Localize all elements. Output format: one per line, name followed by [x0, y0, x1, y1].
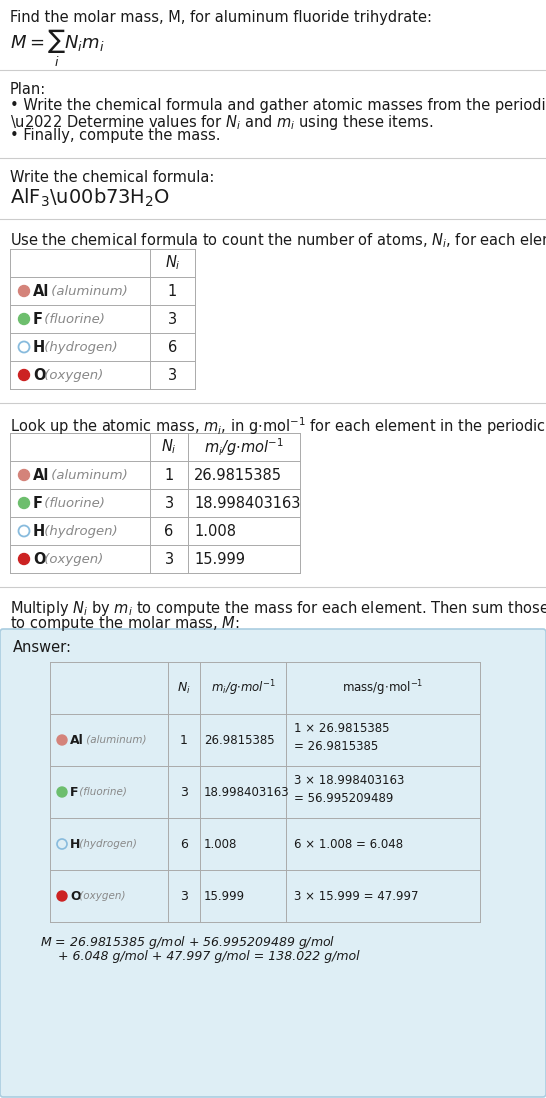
Text: 1 × 26.9815385: 1 × 26.9815385	[294, 722, 389, 735]
Text: H: H	[70, 838, 80, 851]
Text: \u2022 Determine values for $N_i$ and $m_i$ using these items.: \u2022 Determine values for $N_i$ and $m…	[10, 113, 434, 132]
Circle shape	[19, 497, 29, 508]
Text: 3: 3	[164, 551, 174, 567]
Text: Al: Al	[33, 283, 49, 299]
Text: (hydrogen): (hydrogen)	[40, 340, 118, 354]
FancyBboxPatch shape	[0, 629, 546, 1097]
Text: 1: 1	[164, 468, 174, 482]
Text: 18.998403163: 18.998403163	[194, 495, 300, 511]
Text: $N_i$: $N_i$	[177, 681, 191, 695]
Text: Use the chemical formula to count the number of atoms, $N_i$, for each element:: Use the chemical formula to count the nu…	[10, 231, 546, 249]
Text: (oxygen): (oxygen)	[76, 890, 126, 901]
Text: 3: 3	[180, 889, 188, 903]
Text: (fluorine): (fluorine)	[40, 496, 105, 509]
Text: (hydrogen): (hydrogen)	[40, 525, 118, 538]
Text: AlF$_3$\u00b73H$_2$O: AlF$_3$\u00b73H$_2$O	[10, 187, 170, 210]
Text: 3 × 15.999 = 47.997: 3 × 15.999 = 47.997	[294, 889, 418, 903]
Text: 6: 6	[164, 524, 174, 538]
Text: Al: Al	[70, 733, 84, 747]
Text: to compute the molar mass, $M$:: to compute the molar mass, $M$:	[10, 614, 240, 634]
Text: (aluminum): (aluminum)	[48, 469, 128, 482]
Text: 3: 3	[168, 368, 177, 382]
Text: 1.008: 1.008	[194, 524, 236, 538]
Text: (aluminum): (aluminum)	[83, 735, 146, 746]
Circle shape	[19, 314, 29, 325]
Circle shape	[19, 285, 29, 296]
Text: 3: 3	[180, 785, 188, 798]
Text: 26.9815385: 26.9815385	[204, 733, 275, 747]
Text: 18.998403163: 18.998403163	[204, 785, 289, 798]
Text: F: F	[33, 312, 43, 326]
Text: 3 × 18.998403163: 3 × 18.998403163	[294, 774, 405, 787]
Circle shape	[19, 370, 29, 381]
Text: Answer:: Answer:	[13, 640, 72, 656]
Text: Find the molar mass, M, for aluminum fluoride trihydrate:: Find the molar mass, M, for aluminum flu…	[10, 10, 432, 25]
Text: (aluminum): (aluminum)	[48, 284, 128, 298]
Text: $N_i$: $N_i$	[161, 438, 177, 457]
Text: 3: 3	[164, 495, 174, 511]
Text: mass/g$\cdot$mol$^{-1}$: mass/g$\cdot$mol$^{-1}$	[342, 679, 424, 698]
Text: $m_i$/g$\cdot$mol$^{-1}$: $m_i$/g$\cdot$mol$^{-1}$	[211, 679, 275, 698]
Text: (hydrogen): (hydrogen)	[76, 839, 138, 849]
Text: (fluorine): (fluorine)	[76, 787, 127, 797]
Text: Multiply $N_i$ by $m_i$ to compute the mass for each element. Then sum those val: Multiply $N_i$ by $m_i$ to compute the m…	[10, 600, 546, 618]
Text: Plan:: Plan:	[10, 82, 46, 97]
Circle shape	[57, 787, 67, 797]
Text: 6: 6	[168, 339, 177, 355]
Text: Write the chemical formula:: Write the chemical formula:	[10, 170, 215, 184]
Text: O: O	[70, 889, 81, 903]
Text: 15.999: 15.999	[194, 551, 245, 567]
Text: 1: 1	[168, 283, 177, 299]
Text: Look up the atomic mass, $m_i$, in g$\cdot$mol$^{-1}$ for each element in the pe: Look up the atomic mass, $m_i$, in g$\cd…	[10, 415, 546, 437]
Text: = 56.995209489: = 56.995209489	[294, 792, 393, 805]
Text: (oxygen): (oxygen)	[40, 552, 103, 565]
Circle shape	[57, 890, 67, 901]
Text: 1: 1	[180, 733, 188, 747]
Text: O: O	[33, 551, 45, 567]
Text: (oxygen): (oxygen)	[40, 369, 103, 381]
Text: $M = \sum_i N_i m_i$: $M = \sum_i N_i m_i$	[10, 29, 104, 69]
Text: $M$ = 26.9815385 g/mol + 56.995209489 g/mol: $M$ = 26.9815385 g/mol + 56.995209489 g/…	[40, 934, 335, 951]
Text: • Finally, compute the mass.: • Finally, compute the mass.	[10, 128, 221, 143]
Text: 1.008: 1.008	[204, 838, 238, 851]
Text: • Write the chemical formula and gather atomic masses from the periodic table.: • Write the chemical formula and gather …	[10, 98, 546, 113]
Text: Al: Al	[33, 468, 49, 482]
Text: = 26.9815385: = 26.9815385	[294, 740, 378, 753]
Text: 15.999: 15.999	[204, 889, 245, 903]
Text: O: O	[33, 368, 45, 382]
Circle shape	[19, 553, 29, 564]
Text: + 6.048 g/mol + 47.997 g/mol = 138.022 g/mol: + 6.048 g/mol + 47.997 g/mol = 138.022 g…	[58, 950, 360, 963]
Text: F: F	[33, 495, 43, 511]
Text: 6 × 1.008 = 6.048: 6 × 1.008 = 6.048	[294, 838, 403, 851]
Text: 6: 6	[180, 838, 188, 851]
Text: F: F	[70, 785, 79, 798]
Text: H: H	[33, 524, 45, 538]
Text: $m_i$/g$\cdot$mol$^{-1}$: $m_i$/g$\cdot$mol$^{-1}$	[204, 436, 284, 458]
Text: $N_i$: $N_i$	[165, 254, 180, 272]
Text: H: H	[33, 339, 45, 355]
Text: (fluorine): (fluorine)	[40, 313, 105, 325]
Circle shape	[57, 735, 67, 746]
Text: 3: 3	[168, 312, 177, 326]
Text: 26.9815385: 26.9815385	[194, 468, 282, 482]
Circle shape	[19, 470, 29, 481]
